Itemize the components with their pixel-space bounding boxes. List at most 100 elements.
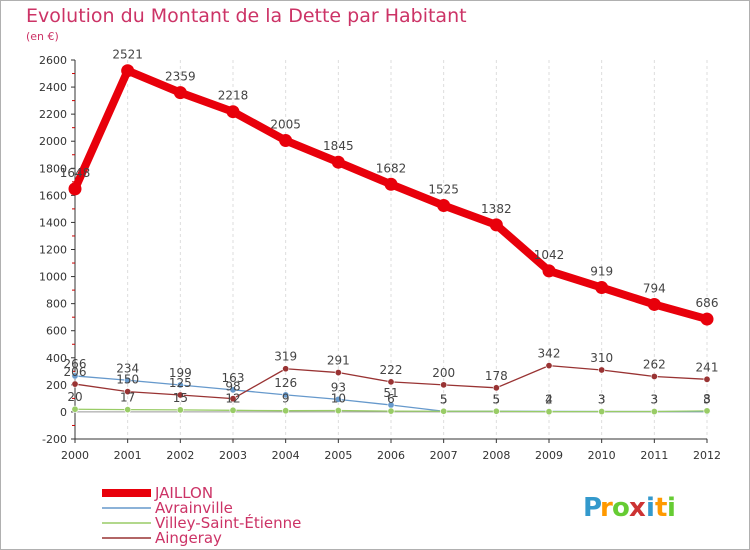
data-label-jaillon-2008: 1382	[481, 202, 512, 216]
y-tick-label-2400: 2400	[39, 81, 67, 94]
y-tick-label-0: 0	[60, 406, 67, 419]
data-label-avrainville-2002: 199	[169, 366, 192, 380]
data-point-avrainville-2004	[282, 391, 290, 399]
data-label-jaillon-2006: 1682	[376, 161, 407, 175]
data-label-aingeray-2001: 150	[116, 373, 139, 387]
data-label-aingeray-2000: 206	[64, 365, 87, 379]
data-label-aingeray-2007: 200	[432, 366, 455, 380]
data-label-avrainville-2009: 4	[545, 392, 553, 406]
logo-char: i	[646, 493, 655, 523]
data-label-jaillon-2012: 686	[696, 296, 719, 310]
data-label-avrainville-2001: 234	[116, 361, 139, 375]
data-point-avrainville-2001	[124, 376, 132, 384]
data-point-jaillon-2007	[437, 199, 451, 213]
data-label-jaillon-2001: 2521	[112, 48, 143, 62]
logo-char: i	[667, 493, 676, 523]
data-label-jaillon-2007: 1525	[428, 183, 459, 197]
y-tick-label-800: 800	[46, 298, 67, 311]
y-tick-label-1600: 1600	[39, 189, 67, 202]
y-tick-label-400: 400	[46, 352, 67, 365]
data-point-villey-saint-tienne-2012	[703, 407, 711, 415]
y-tick-label-600: 600	[46, 325, 67, 338]
data-point-jaillon-2002	[173, 86, 187, 100]
data-point-avrainville-2003	[229, 386, 237, 394]
legend-label-aingeray: Aingeray	[155, 529, 222, 547]
chart-title: Evolution du Montant de la Dette par Hab…	[26, 5, 467, 27]
data-label-jaillon-2010: 919	[590, 265, 613, 279]
data-point-jaillon-2004	[279, 134, 293, 148]
y-tick-label-2600: 2600	[39, 54, 67, 67]
data-point-aingeray-2000	[71, 380, 79, 388]
x-tick-label-2002: 2002	[166, 449, 194, 462]
data-point-avrainville-2005	[334, 395, 342, 403]
x-tick-label-2006: 2006	[377, 449, 405, 462]
data-point-villey-saint-tienne-2002	[176, 406, 184, 414]
logo-char: o	[612, 493, 630, 523]
data-label-avrainville-2003: 163	[222, 371, 245, 385]
x-tick-label-2011: 2011	[640, 449, 668, 462]
data-label-villey-saint-tienne-2002: 15	[173, 391, 188, 405]
x-tick-label-2008: 2008	[482, 449, 510, 462]
data-point-villey-saint-tienne-2010	[598, 408, 606, 416]
data-point-jaillon-2005	[331, 155, 345, 169]
data-point-aingeray-2011	[650, 372, 658, 380]
legend-label-jaillon: JAILLON	[154, 484, 213, 502]
data-point-jaillon-2008	[489, 218, 503, 232]
data-label-avrainville-2011: 3	[651, 393, 659, 407]
data-point-villey-saint-tienne-2009	[545, 408, 553, 416]
proxiti-logo: Pr o x i t i	[583, 493, 676, 523]
data-label-aingeray-2010: 310	[590, 351, 613, 365]
data-label-avrainville-2008: 5	[493, 392, 501, 406]
data-label-aingeray-2002: 125	[169, 376, 192, 390]
data-label-aingeray-2003: 98	[225, 380, 240, 394]
logo-char: r	[600, 493, 613, 523]
data-point-villey-saint-tienne-2003	[229, 406, 237, 414]
data-label-jaillon-2003: 2218	[218, 89, 249, 103]
data-labels: 266 234 199 163 126 93 51 5 5 4 3 3 320 17 15 12 9 10 6 5 5 2…	[60, 48, 719, 407]
data-label-villey-saint-tienne-2007: 5	[440, 392, 448, 406]
data-label-avrainville-2012: 3	[703, 393, 711, 407]
data-point-aingeray-2004	[282, 365, 290, 373]
data-label-aingeray-2009: 342	[538, 347, 561, 361]
data-point-villey-saint-tienne-2006	[387, 407, 395, 415]
data-label-villey-saint-tienne-2004: 9	[282, 392, 290, 406]
data-label-villey-saint-tienne-2009: 2	[545, 393, 553, 407]
y-tick-label-1000: 1000	[39, 271, 67, 284]
data-label-villey-saint-tienne-2006: 6	[387, 392, 395, 406]
data-point-jaillon-2000	[68, 182, 82, 196]
data-label-avrainville-2010: 3	[598, 393, 606, 407]
y-tick-label-200: 200	[46, 379, 67, 392]
data-point-jaillon-2003	[226, 105, 240, 119]
data-label-jaillon-2009: 1042	[534, 248, 565, 262]
x-tick-label-2005: 2005	[324, 449, 352, 462]
data-label-avrainville-2004: 126	[274, 376, 297, 390]
legend: JAILLONAvrainvilleVilley-Saint-ÉtienneAi…	[102, 484, 301, 547]
x-tick-label-2009: 2009	[535, 449, 563, 462]
data-point-aingeray-2002	[176, 391, 184, 399]
x-tick-label-2001: 2001	[114, 449, 142, 462]
data-point-avrainville-2000	[71, 372, 79, 380]
data-point-villey-saint-tienne-2005	[334, 407, 342, 415]
data-point-villey-saint-tienne-2007	[440, 407, 448, 415]
data-label-avrainville-2006: 51	[383, 386, 398, 400]
data-label-avrainville-2005: 93	[331, 380, 346, 394]
data-point-aingeray-2003	[229, 395, 237, 403]
data-label-villey-saint-tienne-2001: 17	[120, 391, 135, 405]
data-point-avrainville-2002	[176, 381, 184, 389]
data-point-aingeray-2009	[545, 362, 553, 370]
data-point-villey-saint-tienne-2008	[492, 407, 500, 415]
data-point-jaillon-2012	[700, 312, 714, 326]
data-point-jaillon-2006	[384, 177, 398, 191]
data-label-jaillon-2011: 794	[643, 281, 666, 295]
data-label-villey-saint-tienne-2005: 10	[331, 392, 346, 406]
logo-char: P	[583, 493, 602, 523]
data-label-villey-saint-tienne-2000: 20	[67, 390, 82, 404]
data-point-jaillon-2009	[542, 264, 556, 278]
legend-label-villey-saint-tienne: Villey-Saint-Étienne	[155, 513, 301, 532]
logo-char: t	[655, 493, 667, 523]
data-point-aingeray-2008	[492, 384, 500, 392]
legend-label-avrainville: Avrainville	[155, 499, 233, 517]
y-tick-label--200: -200	[42, 433, 67, 446]
data-label-aingeray-2005: 291	[327, 354, 350, 368]
